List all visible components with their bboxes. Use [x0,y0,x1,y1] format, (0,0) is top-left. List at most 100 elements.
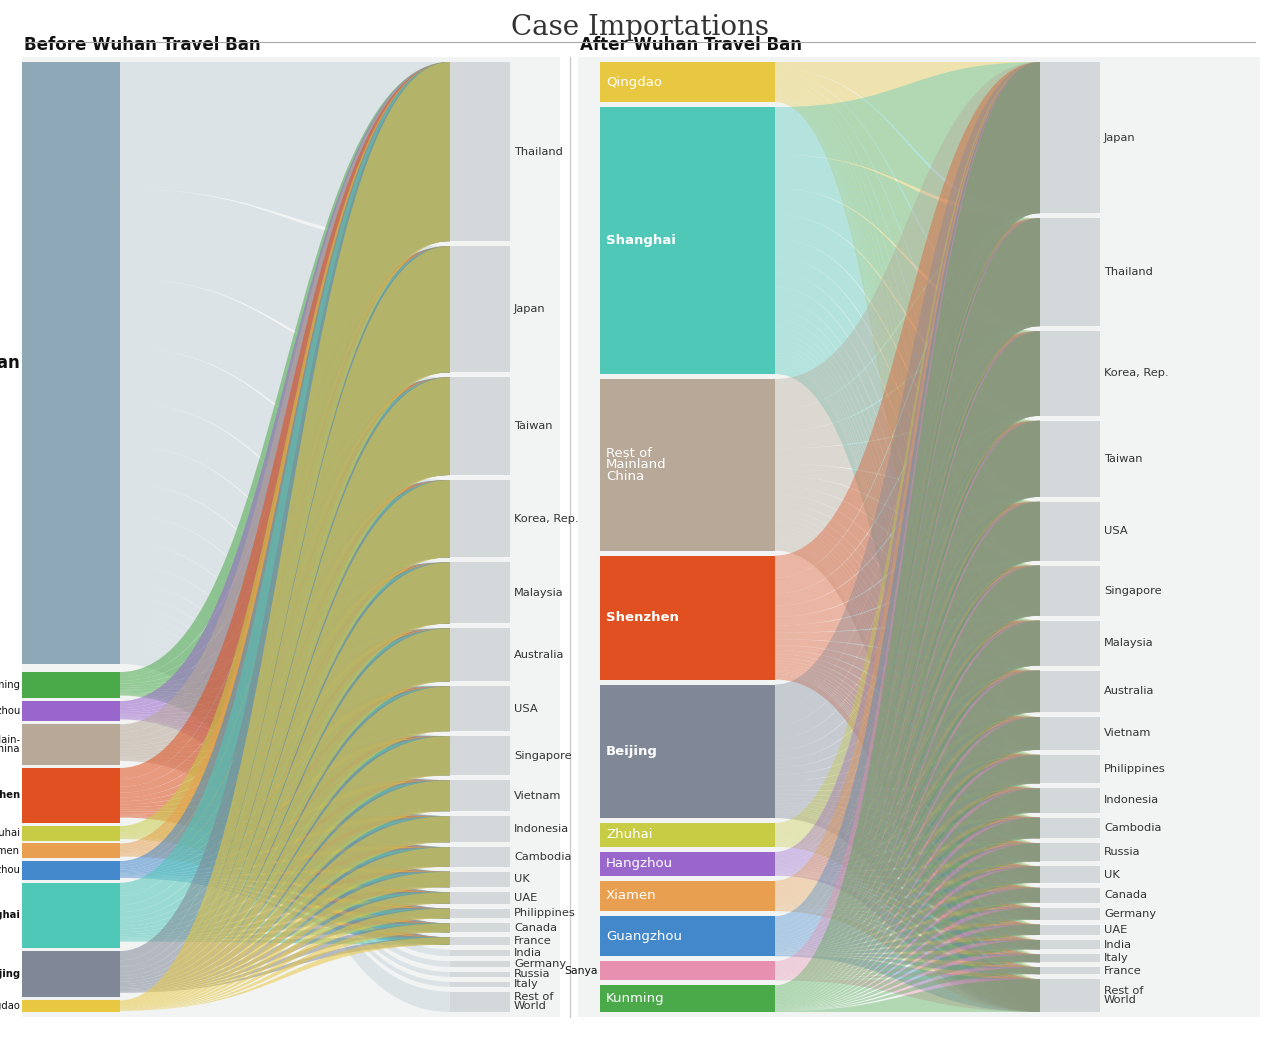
PathPatch shape [120,838,451,887]
PathPatch shape [120,62,451,847]
Bar [579,57,1260,1017]
PathPatch shape [774,541,1039,963]
PathPatch shape [774,503,1039,750]
PathPatch shape [774,954,1039,1011]
PathPatch shape [120,62,451,705]
PathPatch shape [774,239,1039,561]
PathPatch shape [774,817,1039,977]
Bar [1039,502,1100,561]
PathPatch shape [120,736,451,875]
Text: Cambodia: Cambodia [515,852,571,862]
PathPatch shape [774,331,1039,969]
Bar [451,924,509,932]
Bar [1039,888,1100,903]
PathPatch shape [120,892,451,939]
PathPatch shape [120,278,451,476]
Bar [22,883,120,948]
PathPatch shape [120,892,451,991]
PathPatch shape [120,877,451,945]
PathPatch shape [120,838,451,945]
PathPatch shape [774,670,1039,903]
PathPatch shape [774,84,1039,615]
PathPatch shape [774,90,1039,750]
PathPatch shape [774,812,1039,974]
PathPatch shape [120,563,451,979]
PathPatch shape [120,856,451,918]
Bar [22,725,120,765]
PathPatch shape [774,62,1039,708]
PathPatch shape [120,628,451,926]
PathPatch shape [120,692,451,843]
PathPatch shape [120,817,451,945]
PathPatch shape [120,686,451,929]
PathPatch shape [120,378,451,684]
Bar [22,768,120,823]
PathPatch shape [774,844,1039,872]
Bar [1039,954,1100,963]
PathPatch shape [774,62,1039,409]
PathPatch shape [774,362,1039,974]
Bar [451,892,509,904]
PathPatch shape [120,480,451,871]
PathPatch shape [120,924,451,1011]
PathPatch shape [774,954,1039,974]
Text: UK: UK [515,874,530,885]
Bar [1039,566,1100,615]
PathPatch shape [120,781,451,811]
PathPatch shape [774,218,1039,593]
PathPatch shape [774,755,1041,1007]
PathPatch shape [120,781,451,934]
PathPatch shape [120,872,451,991]
PathPatch shape [774,502,1039,625]
PathPatch shape [120,694,451,918]
Text: Cambodia: Cambodia [1103,823,1161,833]
PathPatch shape [774,621,1039,902]
PathPatch shape [120,719,451,918]
PathPatch shape [774,98,1039,919]
PathPatch shape [774,874,1039,950]
Bar [1039,940,1100,950]
Bar [1039,421,1100,497]
Text: Shanghai: Shanghai [0,910,20,920]
PathPatch shape [120,483,451,731]
PathPatch shape [774,817,1039,1008]
PathPatch shape [120,639,451,967]
PathPatch shape [774,673,1039,974]
PathPatch shape [774,755,1041,976]
PathPatch shape [774,654,1039,812]
Text: India: India [1103,939,1132,950]
PathPatch shape [774,755,1039,842]
PathPatch shape [120,761,451,945]
PathPatch shape [774,867,1039,883]
PathPatch shape [120,816,451,1010]
PathPatch shape [120,856,451,945]
PathPatch shape [774,528,1039,883]
Text: Italy: Italy [1103,953,1129,964]
PathPatch shape [120,628,451,689]
PathPatch shape [120,628,451,805]
PathPatch shape [774,940,1039,1011]
Text: Philippines: Philippines [1103,764,1166,774]
Text: France: France [1103,966,1142,975]
Bar [600,685,774,818]
PathPatch shape [120,623,451,932]
PathPatch shape [774,846,1039,963]
PathPatch shape [774,867,1039,908]
PathPatch shape [774,888,1039,978]
PathPatch shape [120,563,451,834]
PathPatch shape [120,736,451,986]
PathPatch shape [774,62,1039,886]
PathPatch shape [120,781,451,1010]
Text: Xiamen: Xiamen [605,889,657,903]
PathPatch shape [120,736,451,837]
PathPatch shape [774,908,1039,953]
PathPatch shape [774,356,1039,950]
PathPatch shape [774,755,1039,948]
PathPatch shape [774,100,1039,974]
Text: Malaysia: Malaysia [1103,639,1153,648]
PathPatch shape [120,563,451,713]
PathPatch shape [120,246,451,1005]
Text: Malaysia: Malaysia [515,588,563,598]
Text: Russia: Russia [1103,847,1140,857]
PathPatch shape [120,378,451,710]
